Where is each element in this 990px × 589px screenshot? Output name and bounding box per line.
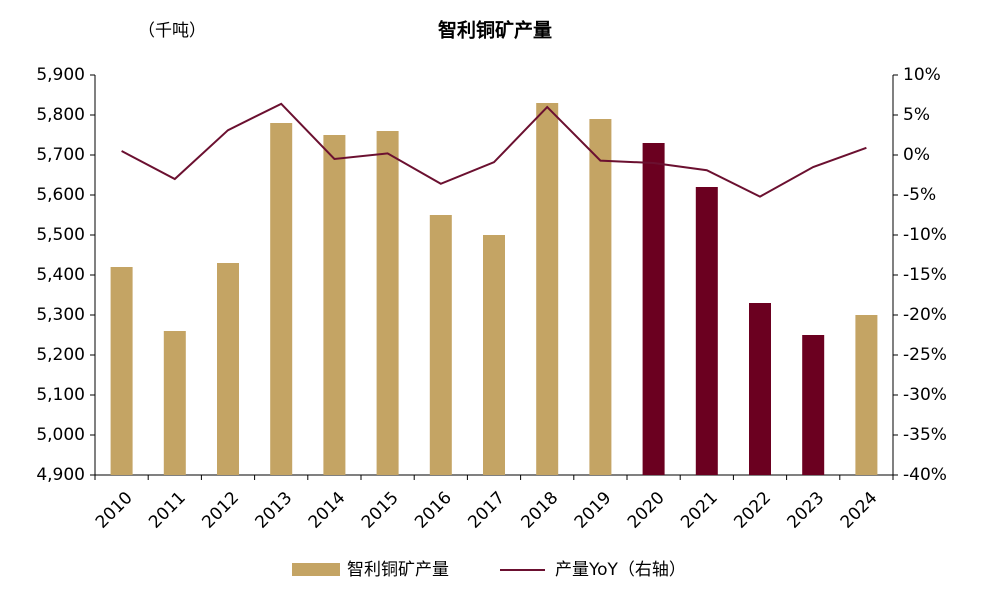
y-tick-label: 5,200 xyxy=(36,345,85,365)
y2-tick-label: -30% xyxy=(903,385,947,405)
x-tick-label: 2017 xyxy=(464,488,509,533)
bar xyxy=(163,331,186,475)
x-tick-label: 2013 xyxy=(252,488,297,533)
x-tick-label: 2024 xyxy=(837,488,882,533)
bar xyxy=(323,135,346,475)
y2-tick-label: -15% xyxy=(903,265,947,285)
x-tick-label: 2021 xyxy=(677,488,722,533)
x-tick-label: 2010 xyxy=(92,488,137,533)
y-tick-label: 5,800 xyxy=(36,105,85,125)
x-tick-label: 2023 xyxy=(784,488,829,533)
legend-label: 产量YoY（右轴） xyxy=(555,560,686,580)
x-tick-label: 2015 xyxy=(358,488,403,533)
y2-tick-label: -5% xyxy=(903,185,936,205)
x-tick-label: 2012 xyxy=(198,488,243,533)
bar xyxy=(802,335,825,475)
y-tick-label: 5,900 xyxy=(36,65,85,85)
y-tick-label: 5,400 xyxy=(36,265,85,285)
y2-tick-label: -25% xyxy=(903,345,947,365)
bar xyxy=(429,215,452,475)
y2-tick-label: 5% xyxy=(903,105,930,125)
bar xyxy=(695,187,718,475)
y-tick-label: 4,900 xyxy=(36,465,85,485)
bar xyxy=(110,267,133,475)
bar xyxy=(589,119,612,475)
y-tick-label: 5,500 xyxy=(36,225,85,245)
chart-title: 智利铜矿产量 xyxy=(438,19,552,42)
bar xyxy=(749,303,771,475)
bar xyxy=(536,103,559,475)
bar xyxy=(270,123,293,475)
bar xyxy=(855,315,878,475)
y-unit: （千吨） xyxy=(138,21,206,41)
legend-label: 智利铜矿产量 xyxy=(347,560,449,580)
bar xyxy=(376,131,399,475)
y2-tick-label: 10% xyxy=(903,65,941,85)
x-tick-label: 2022 xyxy=(730,488,775,533)
x-tick-label: 2014 xyxy=(305,488,350,533)
bar xyxy=(217,263,239,475)
y2-tick-label: -35% xyxy=(903,425,947,445)
x-tick-label: 2019 xyxy=(571,488,616,533)
y2-tick-label: -10% xyxy=(903,225,947,245)
bar xyxy=(483,235,505,475)
legend-swatch xyxy=(292,563,340,576)
bar xyxy=(642,143,665,475)
y2-tick-label: 0% xyxy=(903,145,930,165)
y-tick-label: 5,600 xyxy=(36,185,85,205)
x-tick-label: 2011 xyxy=(145,488,190,533)
line xyxy=(121,102,867,198)
y-tick-label: 5,000 xyxy=(36,425,85,445)
y2-tick-label: -20% xyxy=(903,305,947,325)
x-tick-label: 2018 xyxy=(518,488,563,533)
x-tick-label: 2020 xyxy=(624,488,669,533)
x-tick-label: 2016 xyxy=(411,488,456,533)
y2-tick-label: -40% xyxy=(903,465,947,485)
y-tick-label: 5,300 xyxy=(36,305,85,325)
y-tick-label: 5,700 xyxy=(36,145,85,165)
y-tick-label: 5,100 xyxy=(36,385,85,405)
